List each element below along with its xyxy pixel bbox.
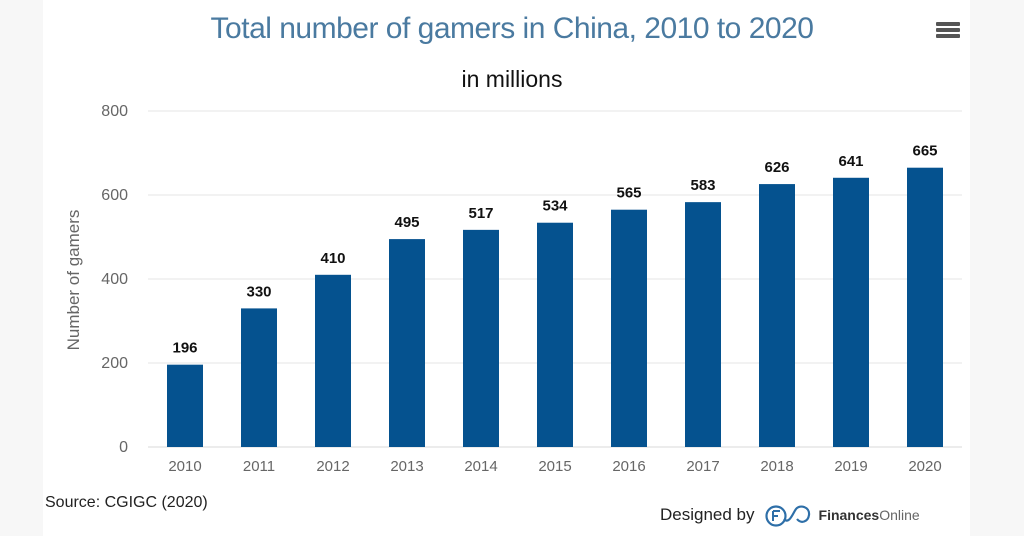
x-tick-label: 2019 [834,458,867,475]
x-tick-label: 2011 [243,458,275,475]
bar [167,365,203,447]
bar [759,184,795,447]
brand-bold: Finances [819,507,880,523]
bar [537,223,573,447]
x-tick-label: 2014 [464,458,497,475]
x-tick-label: 2017 [686,458,719,475]
brand-light: Online [879,507,919,523]
bar [241,308,277,447]
x-tick-label: 2013 [390,458,423,475]
bar [389,239,425,447]
data-label: 565 [616,185,641,202]
bar [315,275,351,447]
x-tick-label: 2018 [760,458,793,475]
x-tick-label: 2016 [612,458,645,475]
data-label: 196 [172,340,197,357]
data-label: 665 [912,143,937,160]
designed-by: Designed by FinancesOnline [660,503,920,527]
source-note: Source: CGIGC (2020) [45,494,208,512]
data-label: 641 [838,153,863,170]
bar [907,168,943,447]
data-label: 626 [764,159,789,176]
bar [685,202,721,447]
x-tick-label: 2012 [316,458,349,475]
y-tick-label: 200 [101,355,128,372]
y-tick-label: 600 [101,187,128,204]
financesonline-cloud-logo-icon [763,503,813,527]
data-label: 330 [246,283,271,300]
bar [463,230,499,447]
bar [833,178,869,447]
y-axis-label: Number of gamers [64,210,84,351]
x-tick-label: 2010 [168,458,201,475]
y-axis-ticks: 0 200 400 600 800 [101,103,128,456]
x-tick-label: 2015 [538,458,571,475]
data-label: 583 [690,177,715,194]
x-axis-ticks: 2010 2011 2012 2013 2014 2015 2016 2017 2018 2019… [168,458,941,475]
designed-by-label: Designed by [660,505,755,525]
y-tick-label: 800 [101,103,128,120]
data-label: 534 [542,198,568,215]
data-label: 495 [394,214,419,231]
y-tick-label: 400 [101,271,128,288]
brand-name: FinancesOnline [819,507,920,523]
bar [611,210,647,447]
data-label: 517 [468,205,493,222]
data-label: 410 [320,250,345,267]
y-tick-label: 0 [119,439,128,456]
x-tick-label: 2020 [908,458,941,475]
